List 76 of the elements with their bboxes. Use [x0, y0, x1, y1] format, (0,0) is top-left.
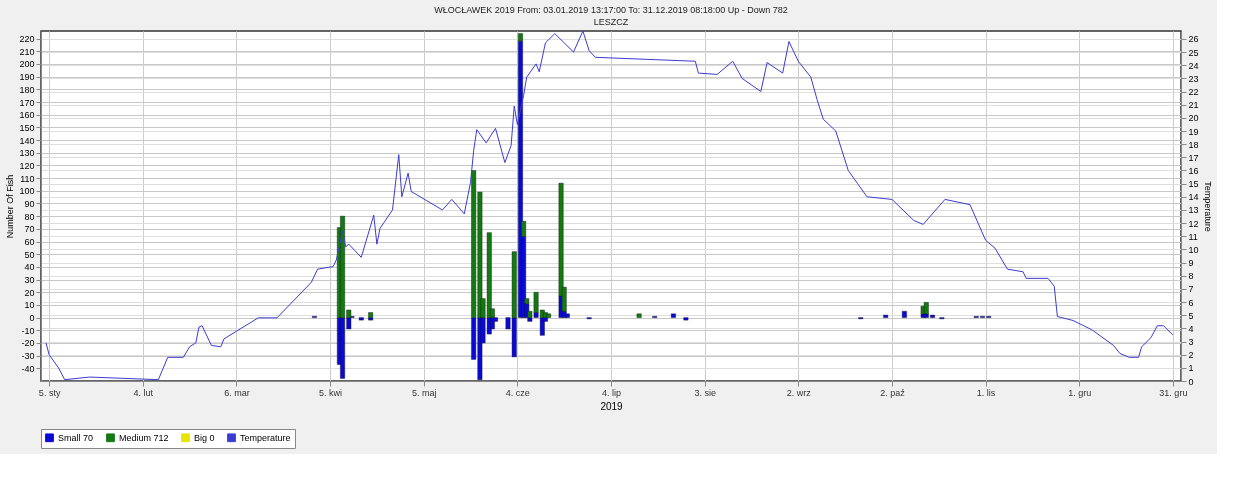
y2-tick-label: 22	[1188, 87, 1199, 98]
y-tick-label: 80	[24, 211, 35, 222]
chart-title: WŁOCŁAWEK 2019 From: 03.01.2019 13:17:00 To: 31.12.2019 08:18:00 Up - Down 782	[434, 4, 788, 15]
y-axis-title: Number Of Fish	[5, 174, 16, 239]
y-tick-label: 220	[19, 34, 35, 45]
x-tick-label: 4. lut	[133, 387, 154, 398]
y2-tick-label: 0	[1188, 376, 1194, 387]
y2-tick-label: 11	[1188, 231, 1198, 242]
y2-tick-label: 24	[1188, 60, 1199, 71]
y-tick-label: 210	[19, 46, 35, 57]
x-tick-label: 31. gru	[1159, 387, 1188, 398]
y-tick-label: 130	[19, 148, 35, 159]
y2-tick-label: 13	[1188, 205, 1199, 216]
y-tick-label: 0	[29, 313, 35, 324]
y2-tick-label: 21	[1188, 100, 1199, 111]
y2-tick-label: 26	[1188, 34, 1199, 45]
y-tick-label: 170	[19, 97, 35, 108]
y-tick-label: 200	[19, 59, 35, 70]
y2-tick-label: 9	[1188, 258, 1194, 269]
y-tick-label: 60	[24, 237, 35, 248]
y2-tick-label: 20	[1188, 113, 1199, 124]
x-tick-label: 4. cze	[505, 387, 530, 398]
y2-tick-label: 4	[1188, 323, 1194, 334]
y2-axis-title: Temperature	[1202, 181, 1213, 232]
y2-tick-label: 7	[1188, 284, 1194, 295]
y-tick-label: 70	[24, 224, 35, 235]
y-tick-label: 140	[19, 135, 35, 146]
y2-tick-label: 3	[1188, 337, 1194, 348]
y2-tick-label: 6	[1188, 297, 1194, 308]
y2-tick-label: 8	[1188, 271, 1194, 282]
x-tick-label: 1. lis	[976, 387, 996, 398]
chart-subtitle: LESZCZ	[593, 16, 629, 27]
y-tick-label: -40	[21, 363, 35, 374]
y-tick-label: 190	[19, 72, 35, 83]
legend-label: Big 0	[194, 432, 215, 443]
y-tick-label: 180	[19, 84, 35, 95]
y-tick-label: 160	[19, 110, 35, 121]
x-tick-label: 4. lip	[601, 387, 622, 398]
y-tick-label: 100	[19, 186, 35, 197]
legend-label: Medium 712	[119, 432, 169, 443]
y2-tick-label: 16	[1188, 165, 1199, 176]
y-tick-label: -30	[21, 351, 35, 362]
y2-tick-label: 2	[1188, 350, 1194, 361]
y-tick-label: 90	[24, 198, 35, 209]
x-tick-label: 3. sie	[694, 387, 716, 398]
y-tick-label: 20	[24, 287, 35, 298]
x-tick-label: 2. paź	[880, 387, 906, 398]
y-tick-label: 50	[24, 249, 35, 260]
x-tick-label: 1. gru	[1068, 387, 1092, 398]
y-tick-label: 110	[20, 173, 35, 184]
x-tick-label: 2. wrz	[786, 387, 812, 398]
y-tick-label: -20	[21, 338, 35, 349]
y2-tick-label: 10	[1188, 244, 1199, 255]
y2-tick-label: 5	[1188, 310, 1194, 321]
x-axis-title: 2019	[600, 400, 624, 412]
y2-tick-label: 17	[1188, 152, 1199, 163]
x-tick-label: 5. sty	[38, 387, 61, 398]
y2-tick-label: 15	[1188, 179, 1199, 190]
y2-tick-label: 25	[1188, 47, 1199, 58]
x-tick-label: 5. kwi	[319, 387, 343, 398]
x-tick-label: 5. maj	[411, 387, 437, 398]
y2-tick-label: 12	[1188, 218, 1199, 229]
y-tick-label: 120	[19, 160, 35, 171]
legend-label: Small 70	[58, 432, 94, 443]
y-tick-label: 150	[19, 122, 35, 133]
y2-tick-label: 19	[1188, 126, 1199, 137]
x-tick-label: 6. mar	[224, 387, 250, 398]
y2-tick-label: 18	[1188, 139, 1199, 150]
y2-tick-label: 14	[1188, 192, 1199, 203]
legend-label: Temperature	[240, 432, 291, 443]
y2-tick-label: 1	[1188, 363, 1194, 374]
y-tick-label: 40	[24, 262, 35, 273]
y-tick-label: -10	[21, 325, 35, 336]
y-tick-label: 30	[24, 275, 35, 286]
y-tick-label: 10	[24, 300, 35, 311]
y2-tick-label: 23	[1188, 73, 1199, 84]
